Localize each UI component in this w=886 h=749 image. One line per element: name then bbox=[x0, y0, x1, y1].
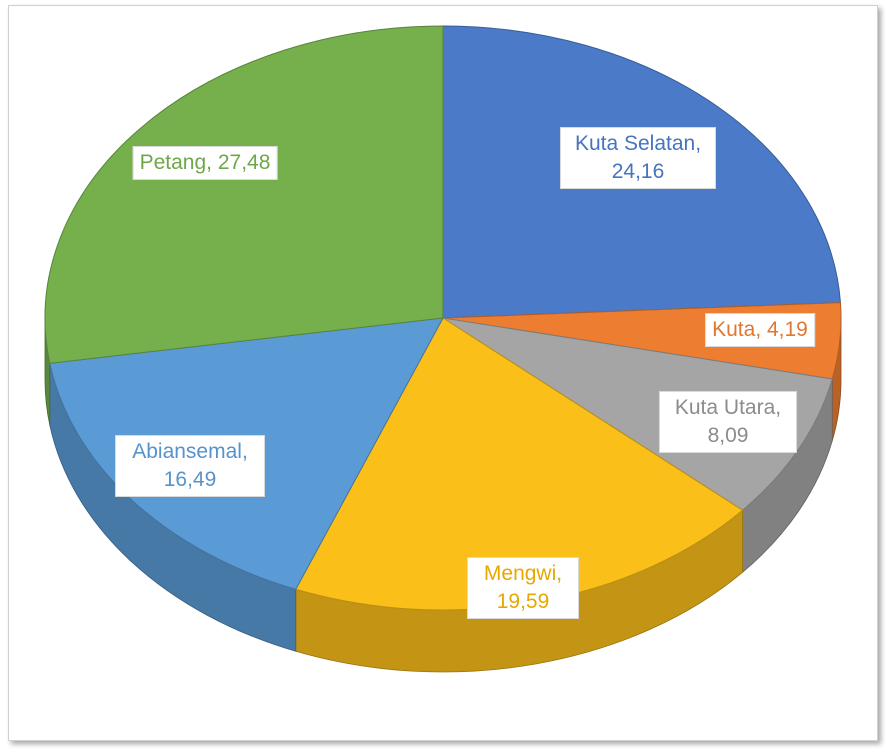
data-label: Petang, 27,48 bbox=[132, 146, 278, 180]
data-label: Abiansemal, 16,49 bbox=[115, 435, 265, 497]
slice bbox=[44, 25, 444, 364]
data-label: Kuta Selatan, 24,16 bbox=[560, 127, 716, 189]
data-label: Kuta Utara, 8,09 bbox=[659, 391, 797, 453]
slice bbox=[442, 317, 833, 511]
data-label: Kuta, 4,19 bbox=[705, 313, 815, 347]
data-label: Mengwi, 19,59 bbox=[467, 557, 579, 619]
